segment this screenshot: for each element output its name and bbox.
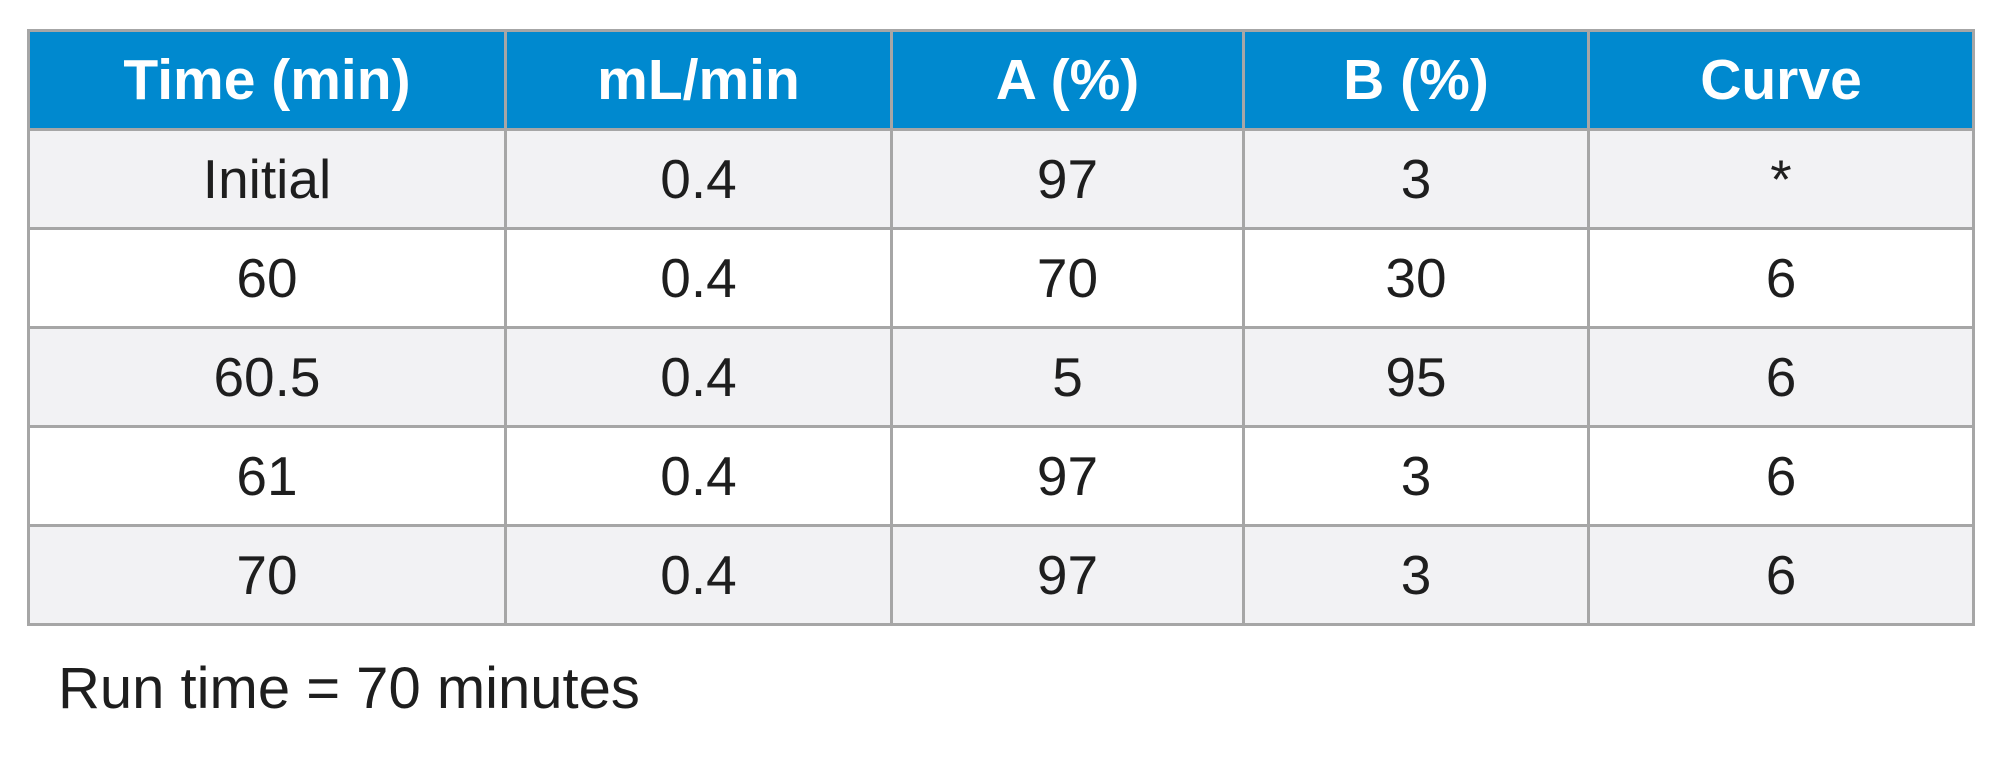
cell-solvent-a: 97 — [890, 425, 1245, 527]
column-header-solvent-a: A (%) — [890, 29, 1245, 131]
cell-solvent-a: 97 — [890, 128, 1245, 230]
cell-solvent-b: 3 — [1242, 128, 1590, 230]
cell-time: 61 — [27, 425, 507, 527]
column-header-flow-rate: mL/min — [504, 29, 893, 131]
cell-time: Initial — [27, 128, 507, 230]
table-row: 60 0.4 70 30 6 — [27, 227, 1975, 329]
cell-solvent-b: 3 — [1242, 425, 1590, 527]
header-row: Time (min) mL/min A (%) B (%) Curve — [27, 29, 1975, 131]
column-header-curve: Curve — [1587, 29, 1975, 131]
gradient-table: Time (min) mL/min A (%) B (%) Curve Init… — [27, 29, 1975, 626]
cell-flow-rate: 0.4 — [504, 128, 893, 230]
cell-time: 60 — [27, 227, 507, 329]
column-header-time: Time (min) — [27, 29, 507, 131]
cell-curve: 6 — [1587, 326, 1975, 428]
cell-flow-rate: 0.4 — [504, 227, 893, 329]
cell-flow-rate: 0.4 — [504, 425, 893, 527]
cell-time: 60.5 — [27, 326, 507, 428]
cell-flow-rate: 0.4 — [504, 524, 893, 626]
run-time-footnote: Run time = 70 minutes — [58, 656, 640, 721]
cell-time: 70 — [27, 524, 507, 626]
cell-flow-rate: 0.4 — [504, 326, 893, 428]
cell-solvent-a: 70 — [890, 227, 1245, 329]
cell-solvent-a: 97 — [890, 524, 1245, 626]
table-row: Initial 0.4 97 3 * — [27, 128, 1975, 230]
cell-curve: 6 — [1587, 425, 1975, 527]
cell-curve: 6 — [1587, 227, 1975, 329]
column-header-solvent-b: B (%) — [1242, 29, 1590, 131]
cell-curve: * — [1587, 128, 1975, 230]
table-row: 70 0.4 97 3 6 — [27, 524, 1975, 626]
table-row: 60.5 0.4 5 95 6 — [27, 326, 1975, 428]
gradient-table-container: Time (min) mL/min A (%) B (%) Curve Init… — [27, 29, 1975, 626]
cell-solvent-b: 30 — [1242, 227, 1590, 329]
cell-curve: 6 — [1587, 524, 1975, 626]
cell-solvent-b: 95 — [1242, 326, 1590, 428]
table-row: 61 0.4 97 3 6 — [27, 425, 1975, 527]
cell-solvent-b: 3 — [1242, 524, 1590, 626]
cell-solvent-a: 5 — [890, 326, 1245, 428]
